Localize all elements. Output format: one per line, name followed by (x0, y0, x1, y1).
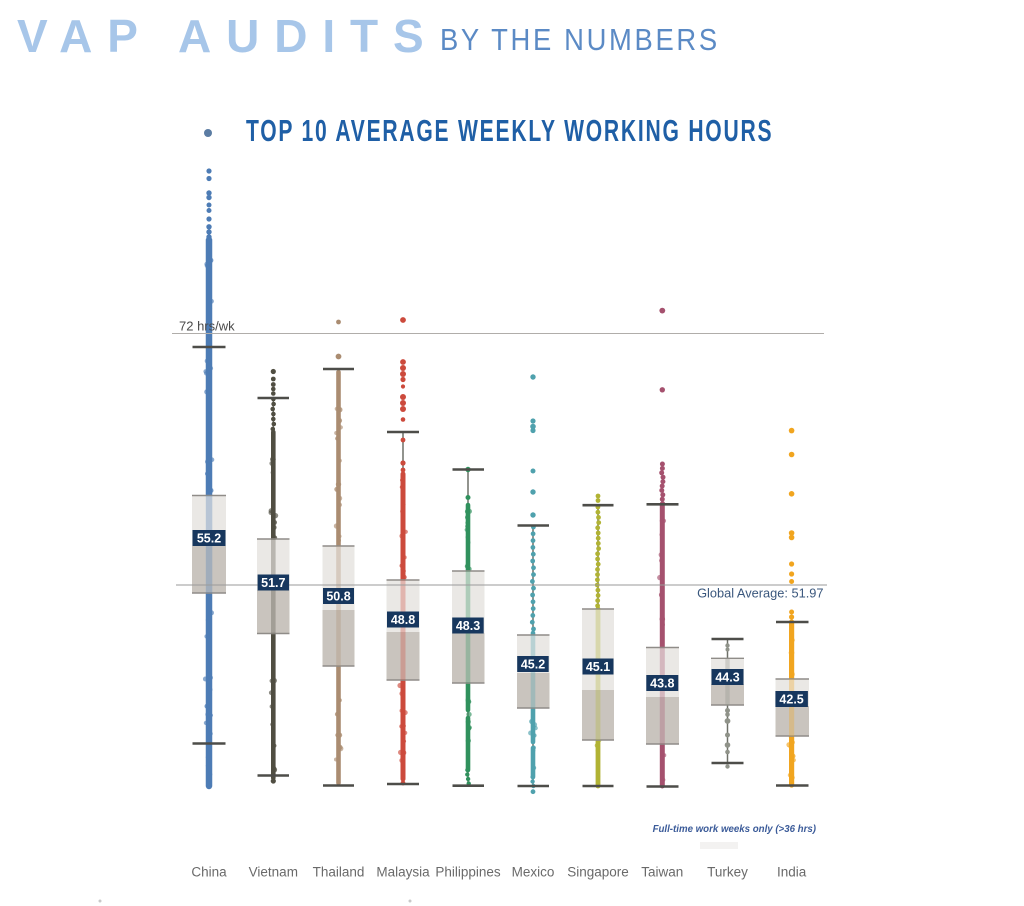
svg-text:Turkey: Turkey (707, 865, 748, 880)
svg-text:50.8: 50.8 (326, 589, 350, 603)
svg-text:Full-time work weeks only (>36: Full-time work weeks only (>36 hrs) (653, 824, 816, 835)
svg-text:Taiwan: Taiwan (641, 865, 683, 880)
svg-text:51.7: 51.7 (261, 576, 285, 590)
svg-text:44.3: 44.3 (715, 670, 739, 684)
svg-text:Mexico: Mexico (512, 865, 555, 880)
svg-text:Global Average: 51.97: Global Average: 51.97 (697, 586, 823, 601)
svg-text:India: India (777, 865, 807, 880)
svg-text:Vietnam: Vietnam (249, 865, 298, 880)
svg-text:72 hrs/wk: 72 hrs/wk (179, 319, 235, 334)
svg-text:48.8: 48.8 (391, 613, 415, 627)
svg-text:Philippines: Philippines (435, 865, 501, 880)
svg-text:Malaysia: Malaysia (376, 865, 430, 880)
svg-text:48.3: 48.3 (456, 619, 480, 633)
svg-text:Thailand: Thailand (313, 865, 365, 880)
svg-text:45.2: 45.2 (521, 657, 545, 671)
svg-text:Singapore: Singapore (567, 865, 629, 880)
svg-text:China: China (191, 865, 227, 880)
svg-text:43.8: 43.8 (650, 676, 674, 690)
svg-text:45.1: 45.1 (586, 660, 610, 674)
svg-text:55.2: 55.2 (197, 531, 221, 545)
svg-text:42.5: 42.5 (779, 692, 803, 706)
